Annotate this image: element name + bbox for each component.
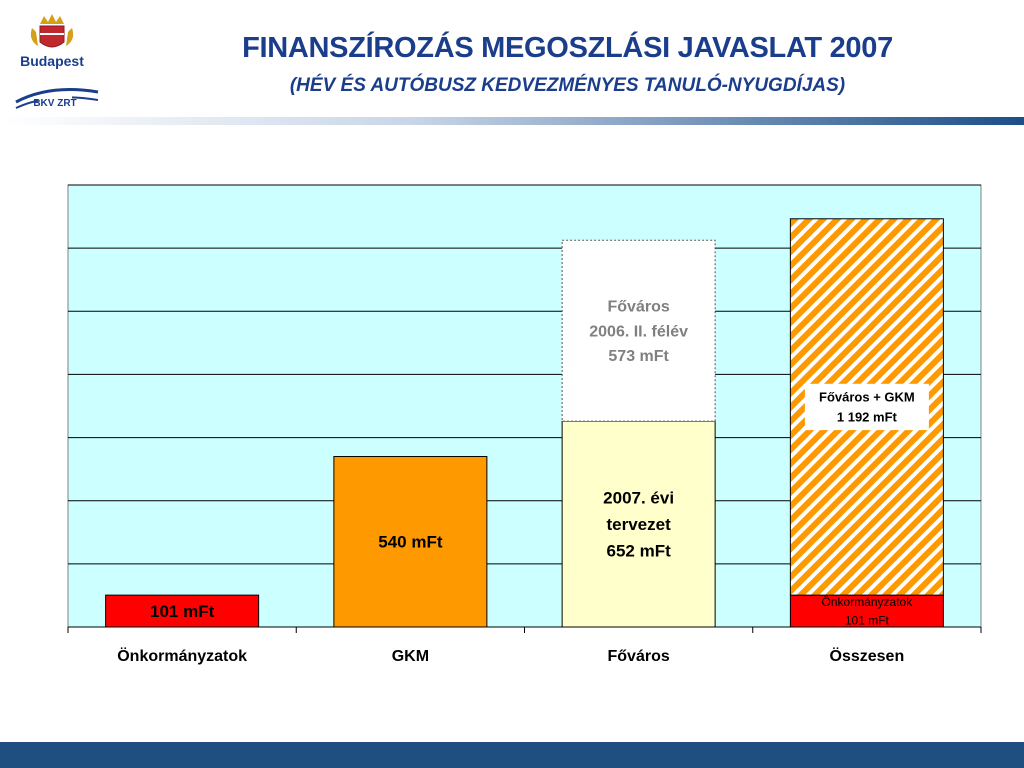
budapest-coat-of-arms-icon: Budapest BKV ZRT (15, 14, 99, 109)
x-tick-label: GKM (392, 648, 429, 665)
bar-1-1 (333, 456, 488, 628)
logo-area: Budapest BKV ZRT (10, 10, 110, 120)
bar-0-0 (105, 594, 260, 628)
data-label-1-3: Főváros + GKM 1 192 mFt (819, 389, 915, 424)
page-subtitle: (HÉV ÉS AUTÓBUSZ KEDVEZMÉNYES TANULÓ-NYU… (289, 75, 846, 96)
x-tick-label: Főváros (608, 648, 670, 665)
header-divider (0, 117, 1024, 125)
bkv-logo-text: BKV ZRT (33, 98, 76, 109)
data-label-1-1: 540 mFt (378, 533, 443, 552)
bar-1-2 (561, 420, 716, 628)
bar-chart: 101 mFt 540 mFt 2007. évi tervezet 652 mFt Fő… (67, 184, 982, 665)
budapest-logo-text: Budapest (20, 53, 84, 69)
data-label-0-3: Önkormányzatok 101 mFt (822, 595, 914, 628)
data-label-1-2: 2007. évi tervezet 652 mFt (603, 489, 674, 561)
data-label-2-2: Főváros 2006. II. félév 573 mFt (589, 299, 688, 366)
x-tick-label: Önkormányzatok (117, 646, 247, 665)
page-title: FINANSZÍROZÁS MEGOSZLÁSI JAVASLAT 2007 (242, 32, 893, 64)
bar-2-2 (561, 239, 716, 422)
x-tick-label: Összesen (830, 646, 905, 665)
bar-0-3 (789, 594, 944, 628)
data-label-box-1-3 (804, 383, 929, 431)
footer-bar (0, 742, 1024, 768)
data-label-0-0: 101 mFt (150, 602, 215, 621)
